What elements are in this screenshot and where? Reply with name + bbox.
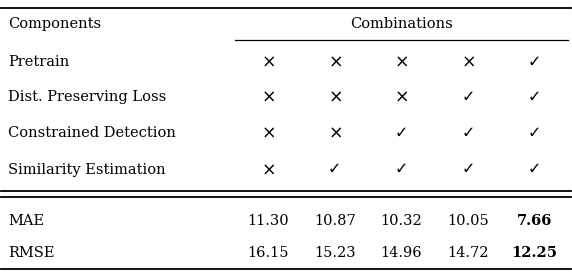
Text: ✓: ✓ — [461, 162, 475, 177]
Text: Components: Components — [8, 17, 101, 31]
Text: Pretrain: Pretrain — [8, 55, 69, 69]
Text: ✓: ✓ — [461, 89, 475, 104]
Text: $\times$: $\times$ — [394, 54, 408, 70]
Text: 10.32: 10.32 — [380, 214, 422, 228]
Text: $\times$: $\times$ — [261, 161, 275, 178]
Text: 7.66: 7.66 — [517, 214, 552, 228]
Text: Constrained Detection: Constrained Detection — [8, 126, 176, 140]
Text: ✓: ✓ — [528, 162, 541, 177]
Text: ✓: ✓ — [328, 162, 341, 177]
Text: Combinations: Combinations — [350, 17, 452, 31]
Text: ✓: ✓ — [461, 126, 475, 141]
Text: $\times$: $\times$ — [261, 54, 275, 70]
Text: 10.87: 10.87 — [314, 214, 356, 228]
Text: Similarity Estimation: Similarity Estimation — [8, 163, 166, 177]
Text: 14.72: 14.72 — [447, 246, 488, 260]
Text: ✓: ✓ — [395, 126, 408, 141]
Text: $\times$: $\times$ — [328, 88, 341, 106]
Text: 10.05: 10.05 — [447, 214, 488, 228]
Text: MAE: MAE — [8, 214, 45, 228]
Text: ✓: ✓ — [528, 54, 541, 69]
Text: $\times$: $\times$ — [394, 88, 408, 106]
Text: $\times$: $\times$ — [261, 88, 275, 106]
Text: $\times$: $\times$ — [461, 54, 475, 70]
Text: 16.15: 16.15 — [247, 246, 289, 260]
Text: $\times$: $\times$ — [328, 125, 341, 142]
Text: $\times$: $\times$ — [328, 54, 341, 70]
Text: 14.96: 14.96 — [380, 246, 422, 260]
Text: 15.23: 15.23 — [314, 246, 355, 260]
Text: ✓: ✓ — [395, 162, 408, 177]
Text: ✓: ✓ — [528, 126, 541, 141]
Text: $\times$: $\times$ — [261, 125, 275, 142]
Text: 11.30: 11.30 — [247, 214, 289, 228]
Text: ✓: ✓ — [528, 89, 541, 104]
Text: Dist. Preserving Loss: Dist. Preserving Loss — [8, 90, 166, 104]
Text: 12.25: 12.25 — [511, 246, 558, 260]
Text: RMSE: RMSE — [8, 246, 55, 260]
